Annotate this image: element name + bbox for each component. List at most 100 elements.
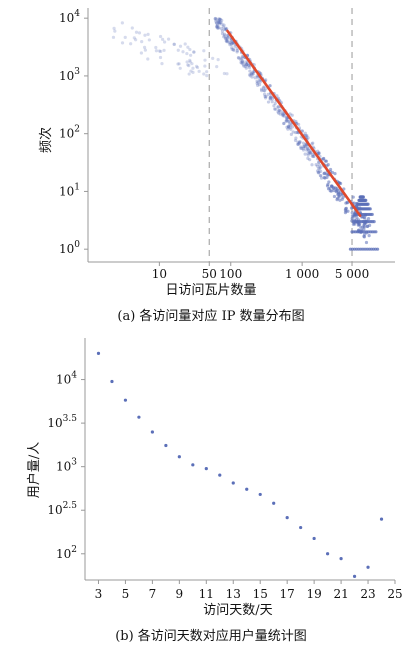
chart-a-y-tick-label: 102 bbox=[59, 125, 80, 141]
chart-a-point bbox=[240, 61, 244, 65]
chart-a-point bbox=[305, 145, 309, 149]
chart-a-y-tick-label: 101 bbox=[59, 182, 80, 198]
chart-a-point bbox=[305, 148, 309, 152]
chart-a-point bbox=[318, 165, 323, 169]
chart-a-point bbox=[243, 61, 248, 65]
chart-a-point bbox=[190, 62, 194, 66]
chart-a-fit-line bbox=[226, 29, 362, 218]
chart-a-point bbox=[303, 152, 307, 156]
chart-a-point bbox=[319, 169, 323, 174]
chart-a-point bbox=[303, 131, 307, 135]
chart-a-point bbox=[241, 60, 245, 64]
chart-a-point bbox=[290, 113, 294, 117]
chart-a-point bbox=[213, 16, 217, 21]
chart-a-point bbox=[334, 189, 339, 193]
chart-a-point bbox=[139, 51, 144, 55]
chart-b-x-tick-label: 15 bbox=[253, 587, 268, 601]
chart-a-x-tick-label: 10 bbox=[152, 267, 167, 281]
chart-a-point bbox=[310, 163, 314, 167]
chart-b-y-tick-label: 103 bbox=[56, 458, 77, 474]
chart-a-point bbox=[217, 19, 221, 23]
chart-a-point bbox=[247, 65, 252, 70]
chart-a-point bbox=[239, 60, 243, 65]
chart-b-x-tick-label: 11 bbox=[199, 587, 214, 601]
chart-a-point bbox=[299, 145, 303, 149]
chart-b-point bbox=[191, 463, 195, 467]
chart-a-point bbox=[225, 27, 229, 31]
chart-a-point bbox=[268, 84, 272, 88]
chart-a-point bbox=[129, 42, 133, 46]
chart-a-point bbox=[255, 79, 259, 83]
chart-a-point bbox=[186, 63, 190, 67]
chart-a-point bbox=[273, 101, 277, 106]
chart-a-point bbox=[362, 222, 367, 226]
chart-a-point bbox=[281, 114, 285, 118]
chart-a-point bbox=[177, 62, 181, 66]
chart-a-point bbox=[306, 156, 310, 160]
chart-b-point bbox=[272, 501, 276, 505]
chart-a-y-tick-label: 103 bbox=[59, 67, 80, 83]
chart-a-point bbox=[223, 36, 228, 40]
chart-a-point bbox=[239, 58, 243, 62]
chart-a-point bbox=[364, 198, 368, 202]
chart-a-point bbox=[113, 29, 117, 33]
chart-a-point bbox=[319, 174, 323, 178]
chart-a-point bbox=[123, 35, 127, 39]
chart-b-point bbox=[150, 430, 154, 434]
chart-a-point bbox=[366, 216, 371, 221]
chart-a-point bbox=[219, 27, 224, 31]
chart-a-point bbox=[226, 33, 230, 38]
chart-b-point bbox=[137, 415, 141, 419]
chart-a-point bbox=[319, 176, 324, 180]
chart-a-point bbox=[290, 125, 295, 129]
chart-a-point bbox=[137, 31, 142, 35]
chart-a-point bbox=[327, 180, 331, 184]
chart-a-point bbox=[181, 50, 185, 54]
chart-a-point bbox=[188, 47, 192, 52]
chart-a-point bbox=[154, 49, 159, 53]
chart-a-point bbox=[306, 151, 310, 155]
chart-a-point bbox=[225, 72, 229, 76]
chart-a-point bbox=[289, 132, 293, 136]
chart-a-point bbox=[225, 36, 229, 40]
chart-a-point bbox=[323, 171, 327, 175]
chart-a-point bbox=[158, 55, 163, 60]
chart-a-point bbox=[316, 160, 321, 165]
chart-b-point bbox=[245, 487, 249, 491]
chart-a-point bbox=[266, 100, 271, 104]
chart-b-point bbox=[258, 492, 262, 497]
chart-b-point bbox=[96, 351, 101, 355]
chart-a-point bbox=[223, 34, 227, 38]
chart-a-point bbox=[317, 151, 321, 155]
chart-a-point bbox=[211, 56, 215, 60]
chart-a-point bbox=[213, 17, 217, 21]
chart-b-x-tick-label: 3 bbox=[95, 587, 103, 601]
chart-a-point bbox=[310, 142, 314, 146]
chart-b-x-ticks: 3 5 7 9 11 13 15 17 19 21 23 25 bbox=[95, 580, 403, 601]
chart-a-point bbox=[226, 36, 230, 40]
chart-b-y-tick-label: 102 bbox=[56, 545, 77, 561]
chart-a-point bbox=[227, 35, 231, 39]
chart-b: 102 102.5 103 103.5 104 3 5 7 9 11 13 15 17 19 21 23 25… bbox=[26, 338, 403, 644]
chart-a-point bbox=[316, 149, 320, 153]
chart-a-point bbox=[202, 49, 206, 53]
chart-a-point bbox=[294, 130, 298, 135]
chart-a-point bbox=[195, 65, 200, 70]
chart-a-point bbox=[224, 39, 228, 43]
chart-a-point bbox=[202, 72, 206, 76]
chart-b-x-tick-label: 25 bbox=[387, 587, 402, 601]
chart-a-point bbox=[225, 38, 229, 43]
chart-a-point bbox=[218, 17, 222, 22]
chart-a-y-tick-label: 100 bbox=[59, 240, 80, 256]
chart-b-point bbox=[299, 525, 303, 530]
chart-b-y-tick-label: 102.5 bbox=[47, 501, 77, 517]
chart-a-point bbox=[308, 151, 313, 155]
chart-a-point bbox=[216, 19, 220, 23]
chart-a-point bbox=[189, 69, 193, 73]
chart-a-point bbox=[335, 198, 339, 202]
chart-a-x-tick-label: 50 bbox=[202, 267, 217, 281]
chart-a-point bbox=[134, 30, 139, 34]
chart-a-point bbox=[143, 33, 147, 37]
chart-a-point bbox=[259, 87, 264, 91]
chart-b-y-ticks: 102 102.5 103 103.5 104 bbox=[47, 371, 85, 561]
